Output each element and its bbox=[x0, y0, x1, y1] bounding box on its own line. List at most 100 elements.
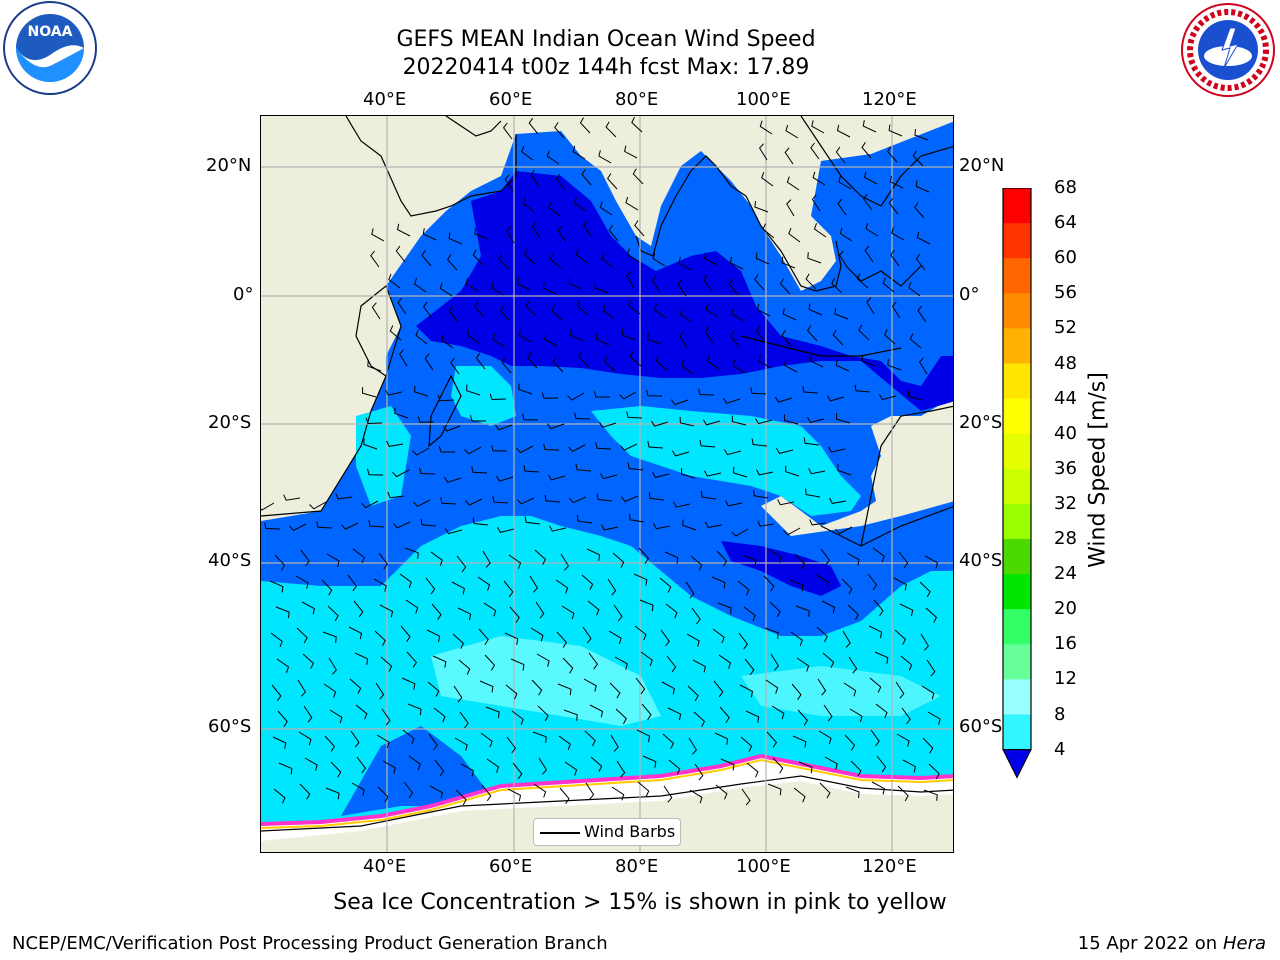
wind-barb bbox=[733, 466, 748, 478]
lon-tick-top: 80°E bbox=[615, 89, 659, 110]
colorbar-bin bbox=[1003, 644, 1031, 680]
wind-barb bbox=[457, 607, 472, 621]
wind-barb bbox=[558, 735, 571, 750]
wind-barb bbox=[532, 731, 547, 743]
wind-barb bbox=[720, 758, 735, 771]
wind-barb bbox=[660, 629, 670, 647]
wind-barb bbox=[890, 249, 900, 267]
ocean-mid-blue-south bbox=[341, 726, 491, 816]
wind-barb bbox=[598, 150, 612, 164]
wind-barb bbox=[839, 227, 853, 242]
wind-barb bbox=[456, 555, 467, 573]
wind-barb bbox=[529, 575, 539, 593]
lat-tick-right: 40°S bbox=[959, 550, 1003, 571]
wind-barb bbox=[523, 465, 540, 473]
wind-barb bbox=[548, 201, 561, 217]
wind-barb bbox=[425, 577, 436, 595]
wind-barb bbox=[646, 389, 663, 397]
colorbar-tick-label: 40 bbox=[1054, 422, 1077, 444]
wind-barb bbox=[746, 762, 759, 778]
wind-barb bbox=[893, 577, 907, 591]
wind-barb bbox=[534, 549, 547, 565]
wind-barb bbox=[610, 734, 619, 752]
wind-barb bbox=[793, 787, 806, 803]
colorbar-bin bbox=[1003, 328, 1031, 364]
wind-barb bbox=[705, 303, 719, 318]
wind-barb bbox=[426, 629, 441, 643]
wind-barb bbox=[809, 519, 827, 526]
wind-barb bbox=[295, 575, 309, 589]
wind-barb bbox=[504, 174, 514, 192]
colorbar-tick-label: 32 bbox=[1054, 492, 1077, 514]
wind-barb bbox=[606, 173, 618, 190]
wind-barb bbox=[386, 440, 404, 447]
wind-barb bbox=[741, 788, 751, 806]
wind-barb bbox=[382, 760, 396, 774]
wind-barb bbox=[609, 682, 621, 699]
wind-barb bbox=[813, 223, 827, 238]
wind-barb bbox=[441, 334, 454, 349]
wind-barb bbox=[624, 145, 638, 159]
wind-barb bbox=[807, 252, 822, 264]
wind-barb bbox=[549, 253, 562, 269]
wind-barb bbox=[560, 553, 570, 571]
wind-barb bbox=[784, 147, 794, 165]
wind-barb bbox=[627, 462, 644, 471]
wind-barb bbox=[811, 194, 821, 212]
wind-barb bbox=[638, 547, 650, 564]
wind-barb bbox=[325, 787, 340, 800]
wind-barb bbox=[455, 789, 467, 806]
wind-barb bbox=[575, 248, 588, 264]
wind-barb bbox=[276, 658, 290, 673]
wind-barb bbox=[440, 497, 457, 505]
wind-barb bbox=[302, 653, 315, 669]
wind-barb bbox=[551, 304, 563, 321]
wind-barb bbox=[601, 524, 619, 531]
nws-logo-icon bbox=[1181, 3, 1275, 97]
wind-barb bbox=[896, 733, 910, 747]
wind-barb bbox=[579, 117, 591, 134]
wind-barb bbox=[522, 413, 539, 421]
wind-barb bbox=[718, 654, 732, 669]
wind-barb bbox=[398, 349, 408, 367]
wind-barb bbox=[788, 227, 801, 243]
colorbar-bin bbox=[1003, 223, 1031, 259]
wind-barb bbox=[739, 684, 754, 698]
wind-barb bbox=[888, 197, 899, 215]
wind-barb bbox=[820, 548, 831, 566]
wind-barb bbox=[356, 756, 367, 774]
wind-barb bbox=[328, 657, 338, 675]
wind-barb bbox=[634, 625, 647, 641]
wind-barb bbox=[756, 469, 774, 476]
wind-barb bbox=[854, 384, 871, 393]
wind-barb bbox=[636, 729, 651, 743]
wind-barb bbox=[501, 357, 512, 374]
wind-barb bbox=[459, 711, 469, 729]
wind-barb bbox=[642, 755, 657, 768]
wind-barb bbox=[274, 554, 286, 571]
wind-barb bbox=[740, 736, 753, 752]
wind-barb bbox=[388, 273, 401, 289]
wind-barb bbox=[494, 424, 513, 431]
wind-barb bbox=[474, 301, 485, 318]
wind-barb bbox=[542, 282, 557, 295]
wind-barb bbox=[431, 603, 442, 620]
lon-tick-bottom: 40°E bbox=[363, 856, 407, 877]
wind-barb bbox=[652, 471, 670, 478]
wind-barb bbox=[590, 756, 603, 772]
wind-barb bbox=[770, 653, 780, 671]
wind-barb bbox=[889, 175, 904, 189]
wind-barb bbox=[361, 387, 377, 398]
wind-barb bbox=[922, 737, 934, 754]
lon-tick-top: 40°E bbox=[363, 89, 407, 110]
wind-barb bbox=[347, 574, 358, 592]
wind-barb bbox=[480, 732, 493, 748]
wind-barb bbox=[327, 605, 339, 622]
wind-barb bbox=[782, 308, 797, 321]
wind-barb bbox=[608, 224, 619, 242]
colorbar-tick-label: 8 bbox=[1054, 703, 1066, 725]
wind-barb bbox=[802, 386, 819, 394]
wind-barb bbox=[901, 707, 911, 725]
wind-barb bbox=[900, 655, 913, 671]
wind-barb bbox=[602, 304, 615, 320]
